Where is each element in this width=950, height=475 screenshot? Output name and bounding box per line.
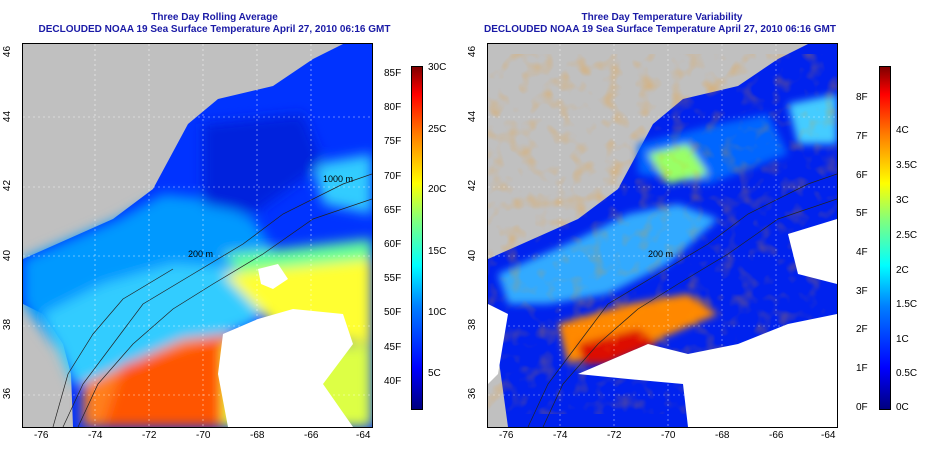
left-y-tick: 40 — [2, 249, 14, 262]
left-title: Three Day Rolling Average — [151, 12, 278, 23]
left-x-tick: -70 — [196, 430, 211, 441]
left-x-tick: -68 — [250, 430, 265, 441]
left-x-tick: -66 — [304, 430, 319, 441]
left-cb-f-label: 85F — [384, 68, 402, 79]
left-contour-label: 200 m — [188, 249, 213, 259]
left-y-tick: 38 — [2, 318, 14, 331]
left-colorbar — [411, 66, 423, 410]
right-nodata-left — [488, 304, 508, 384]
right-cb-c-label: 2.5C — [896, 230, 918, 241]
left-map-svg: 200 m 1000 m — [23, 44, 372, 427]
left-cb-f-label: 60F — [384, 239, 402, 250]
left-nodata-patch — [218, 309, 353, 427]
left-cb-c-label: 10C — [428, 307, 447, 318]
right-y-tick: 46 — [467, 45, 479, 58]
left-y-tick: 46 — [2, 45, 14, 58]
left-cb-c-label: 15C — [428, 246, 447, 257]
left-cb-f-label: 75F — [384, 136, 402, 147]
right-cb-c-label: 4C — [896, 125, 909, 136]
left-cb-f-label: 45F — [384, 342, 402, 353]
left-cb-f-label: 40F — [384, 376, 402, 387]
right-x-tick: -70 — [661, 430, 676, 441]
right-y-tick: 44 — [467, 110, 479, 123]
left-cb-f-label: 65F — [384, 205, 402, 216]
left-x-tick: -64 — [356, 430, 371, 441]
right-x-tick: -76 — [499, 430, 514, 441]
right-x-tick: -66 — [769, 430, 784, 441]
right-cb-f-label: 2F — [856, 324, 868, 335]
left-cb-c-label: 30C — [428, 62, 447, 73]
right-contour-label: 200 m — [648, 249, 673, 259]
left-cb-c-label: 5C — [428, 368, 441, 379]
left-subtitle: DECLOUDED NOAA 19 Sea Surface Temperatur… — [38, 24, 391, 35]
left-cb-f-label: 55F — [384, 273, 402, 284]
right-y-tick: 36 — [467, 387, 479, 400]
right-cb-f-label: 5F — [856, 208, 868, 219]
right-title: Three Day Temperature Variability — [581, 12, 743, 23]
right-cb-f-label: 0F — [856, 402, 868, 413]
left-x-tick: -76 — [34, 430, 49, 441]
left-x-tick: -72 — [142, 430, 157, 441]
right-variability-map: 200 m — [487, 43, 838, 428]
right-y-tick: 38 — [467, 318, 479, 331]
left-cb-f-label: 80F — [384, 102, 402, 113]
right-colorbar — [879, 66, 891, 410]
left-contour-label: 1000 m — [323, 174, 353, 184]
right-nodata-patch — [578, 314, 837, 427]
right-cb-c-label: 3C — [896, 195, 909, 206]
right-y-tick: 40 — [467, 249, 479, 262]
left-cb-f-label: 50F — [384, 307, 402, 318]
right-map-svg: 200 m — [488, 44, 837, 427]
left-cb-f-label: 70F — [384, 171, 402, 182]
left-cb-c-label: 25C — [428, 124, 447, 135]
right-subtitle: DECLOUDED NOAA 19 Sea Surface Temperatur… — [484, 24, 836, 35]
right-x-tick: -68 — [715, 430, 730, 441]
right-cb-f-label: 8F — [856, 92, 868, 103]
right-cb-c-label: 2C — [896, 265, 909, 276]
left-x-tick: -74 — [88, 430, 103, 441]
left-sst-map: 200 m 1000 m — [22, 43, 373, 428]
right-cb-f-label: 1F — [856, 363, 868, 374]
right-nodata-small — [788, 219, 837, 284]
right-cb-f-label: 4F — [856, 247, 868, 258]
right-cb-f-label: 7F — [856, 131, 868, 142]
right-cb-c-label: 3.5C — [896, 160, 918, 171]
right-x-tick: -64 — [821, 430, 836, 441]
right-cb-c-label: 0.5C — [896, 368, 918, 379]
right-x-tick: -72 — [607, 430, 622, 441]
left-y-tick: 36 — [2, 387, 14, 400]
right-x-tick: -74 — [553, 430, 568, 441]
right-y-tick: 42 — [467, 179, 479, 192]
left-y-tick: 44 — [2, 110, 14, 123]
right-cb-c-label: 1.5C — [896, 299, 918, 310]
right-cb-f-label: 6F — [856, 170, 868, 181]
left-nodata-small — [258, 264, 288, 289]
right-cb-f-label: 3F — [856, 286, 868, 297]
right-cb-c-label: 1C — [896, 334, 909, 345]
left-y-tick: 42 — [2, 179, 14, 192]
right-cb-c-label: 0C — [896, 402, 909, 413]
left-cb-c-label: 20C — [428, 184, 447, 195]
